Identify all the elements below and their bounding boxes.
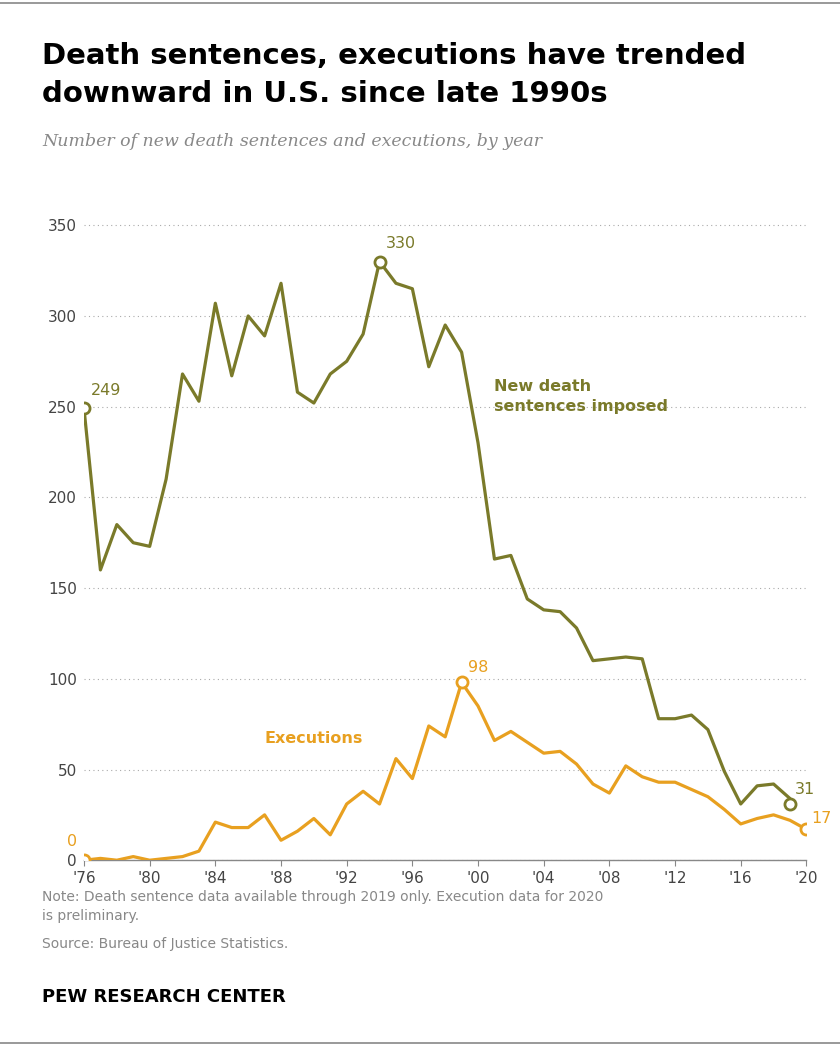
- Text: 0: 0: [67, 835, 77, 850]
- Text: Note: Death sentence data available through 2019 only. Execution data for 2020
i: Note: Death sentence data available thro…: [42, 890, 603, 924]
- Text: downward in U.S. since late 1990s: downward in U.S. since late 1990s: [42, 80, 607, 107]
- Text: 98: 98: [468, 661, 489, 675]
- Text: Death sentences, executions have trended: Death sentences, executions have trended: [42, 42, 746, 70]
- Text: 249: 249: [91, 382, 121, 397]
- Text: 17: 17: [811, 810, 832, 826]
- Text: 330: 330: [386, 236, 416, 251]
- Text: Number of new death sentences and executions, by year: Number of new death sentences and execut…: [42, 133, 542, 150]
- Text: 31: 31: [795, 782, 815, 796]
- Text: Source: Bureau of Justice Statistics.: Source: Bureau of Justice Statistics.: [42, 937, 288, 950]
- Text: PEW RESEARCH CENTER: PEW RESEARCH CENTER: [42, 988, 286, 1006]
- Text: New death
sentences imposed: New death sentences imposed: [495, 379, 669, 414]
- Text: Executions: Executions: [265, 731, 363, 747]
